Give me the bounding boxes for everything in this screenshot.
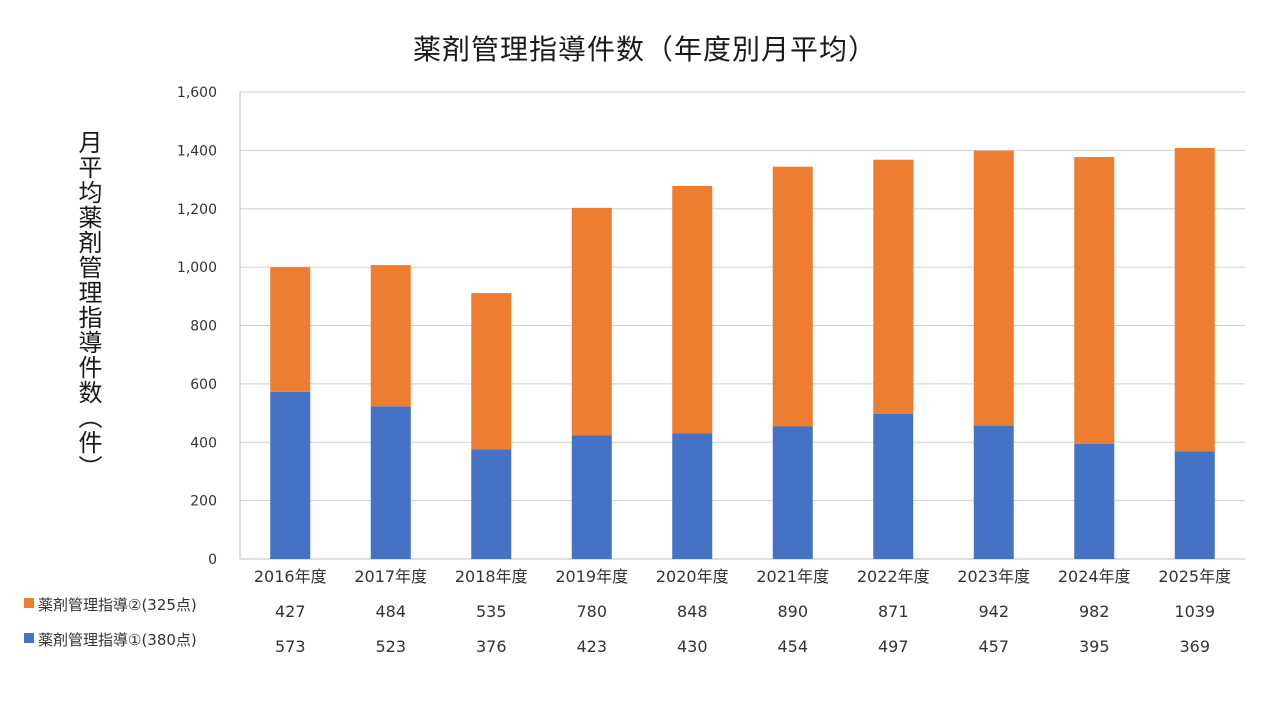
legend-key — [24, 633, 34, 643]
y-tick-label: 0 — [208, 552, 217, 568]
y-axis-label: 月平均薬剤管理指導件数（件） — [74, 130, 102, 480]
bar-segment-1 — [1174, 451, 1215, 559]
data-table-value: 523 — [375, 637, 406, 656]
y-tick-label: 600 — [190, 377, 217, 393]
data-table-value: 427 — [275, 602, 306, 621]
data-table-value: 497 — [878, 637, 909, 656]
x-tick-label: 2018年度 — [455, 567, 528, 586]
data-table-value: 454 — [777, 637, 808, 656]
bar-segment-2 — [1074, 157, 1115, 444]
data-table-value: 780 — [576, 602, 607, 621]
data-table-value: 1039 — [1174, 602, 1215, 621]
data-table-value: 942 — [978, 602, 1009, 621]
x-tick-label: 2023年度 — [957, 567, 1030, 586]
data-table-value: 484 — [375, 602, 406, 621]
x-tick-label: 2025年度 — [1158, 567, 1231, 586]
data-table-value: 573 — [275, 637, 306, 656]
data-table-value: 395 — [1079, 637, 1110, 656]
y-tick-label: 400 — [190, 435, 217, 451]
y-tick-label: 1,200 — [177, 202, 217, 218]
data-table-value: 535 — [476, 602, 507, 621]
legend-key — [24, 598, 34, 608]
data-table-value: 848 — [677, 602, 708, 621]
bar-segment-1 — [772, 426, 813, 559]
bar-segment-2 — [772, 166, 813, 427]
bar-segment-1 — [873, 413, 914, 559]
data-table-value: 376 — [476, 637, 507, 656]
y-tick-label: 1,600 — [177, 85, 217, 101]
x-tick-label: 2024年度 — [1058, 567, 1131, 586]
bar-segment-2 — [973, 150, 1014, 426]
legend-label: 薬剤管理指導①(380点) — [38, 631, 197, 649]
x-tick-label: 2022年度 — [857, 567, 930, 586]
bar-segment-1 — [270, 391, 311, 559]
y-tick-label: 200 — [190, 494, 217, 510]
data-table-value: 369 — [1179, 637, 1210, 656]
data-table-value: 457 — [978, 637, 1009, 656]
y-tick-label: 800 — [190, 319, 217, 335]
data-table-value: 430 — [677, 637, 708, 656]
x-tick-label: 2021年度 — [756, 567, 829, 586]
x-tick-label: 2016年度 — [254, 567, 327, 586]
bar-segment-2 — [1174, 148, 1215, 452]
bar-segment-2 — [571, 207, 612, 436]
y-tick-label: 1,000 — [177, 260, 217, 276]
x-tick-label: 2020年度 — [656, 567, 729, 586]
bar-segment-1 — [1074, 443, 1115, 559]
data-table-value: 982 — [1079, 602, 1110, 621]
bar-segment-2 — [672, 185, 713, 434]
bar-segment-1 — [471, 449, 512, 559]
legend-label: 薬剤管理指導②(325点) — [38, 596, 197, 614]
bar-segment-2 — [471, 293, 512, 450]
data-table-value: 890 — [777, 602, 808, 621]
x-tick-label: 2017年度 — [354, 567, 427, 586]
bar-segment-2 — [370, 265, 411, 407]
x-tick-label: 2019年度 — [555, 567, 628, 586]
chart-title: 薬剤管理指導件数（年度別月平均） — [412, 33, 877, 66]
y-tick-label: 1,400 — [177, 143, 217, 159]
bar-segment-1 — [973, 425, 1014, 559]
bar-segment-1 — [370, 406, 411, 559]
bar-segment-1 — [672, 433, 713, 559]
bar-segment-1 — [571, 435, 612, 559]
data-table-value: 871 — [878, 602, 909, 621]
bar-segment-2 — [270, 267, 311, 392]
data-table-value: 423 — [576, 637, 607, 656]
bar-segment-2 — [873, 159, 914, 414]
